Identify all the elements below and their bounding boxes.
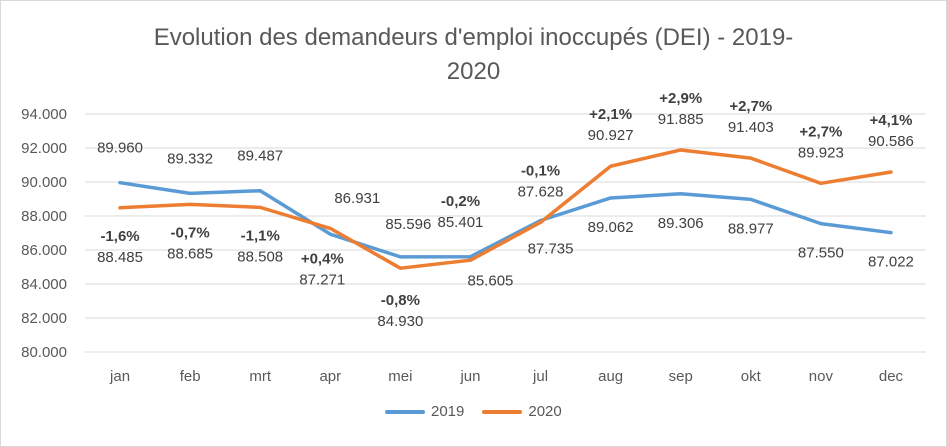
data-label-2019: 87.735 (528, 241, 574, 258)
data-label-2019: 85.596 (385, 216, 431, 233)
y-tick-label: 82.000 (21, 310, 67, 327)
data-label-2020: 91.885 (658, 111, 704, 128)
data-point-2020 (468, 258, 472, 262)
data-point-2019 (398, 255, 402, 259)
data-point-2020 (398, 266, 402, 270)
data-label-2019: 89.306 (658, 215, 704, 232)
data-point-2019 (889, 231, 893, 235)
data-point-2020 (749, 156, 753, 160)
legend: 2019 2020 (385, 403, 580, 420)
x-tick-label: dec (879, 368, 904, 385)
data-point-2020 (539, 220, 543, 224)
chart-title-line-1: Evolution des demandeurs d'emploi inoccu… (153, 24, 794, 51)
data-label-2019: 85.605 (468, 273, 514, 290)
legend-item-2019: 2019 (385, 403, 464, 420)
data-point-2019 (468, 255, 472, 259)
x-tick-label: jun (459, 368, 480, 385)
y-tick-label: 90.000 (21, 174, 67, 191)
data-label-2020: 85.401 (438, 214, 484, 231)
change-label-2020: -1,6% (100, 228, 139, 245)
data-label-2019: 87.022 (868, 254, 914, 271)
data-label-2020: 84.930 (377, 313, 423, 330)
x-tick-label: jan (109, 368, 130, 385)
y-tick-label: 80.000 (21, 344, 67, 361)
y-tick-label: 94.000 (21, 106, 67, 123)
x-tick-label: aug (598, 368, 623, 385)
data-point-2020 (889, 170, 893, 174)
legend-item-2020: 2020 (482, 403, 562, 420)
legend-swatch-2019 (385, 409, 425, 414)
change-label-2020: -0,1% (521, 162, 560, 179)
data-label-2020: 91.403 (728, 119, 774, 136)
data-label-2020: 88.485 (97, 249, 143, 266)
x-tick-label: sep (669, 368, 693, 385)
x-tick-label: okt (741, 368, 762, 385)
chart-title: Evolution des demandeurs d'emploi inoccu… (1, 21, 946, 89)
x-tick-label: nov (809, 368, 834, 385)
data-point-2020 (609, 164, 613, 168)
y-tick-label: 92.000 (21, 140, 67, 157)
data-point-2019 (328, 232, 332, 236)
data-label-2019: 89.332 (167, 150, 213, 167)
chart-title-line-2: 2020 (446, 58, 501, 85)
data-label-2020: 89.923 (798, 144, 844, 161)
x-tick-label: mrt (249, 368, 271, 385)
data-label-2020: 87.271 (299, 271, 345, 288)
data-point-2019 (188, 191, 192, 195)
change-label-2020: +2,7% (729, 98, 772, 115)
x-tick-label: mei (388, 368, 412, 385)
change-label-2020: -0,2% (441, 193, 480, 210)
data-label-2020: 90.586 (868, 133, 914, 150)
data-point-2020 (819, 181, 823, 185)
change-label-2020: -0,8% (381, 292, 420, 309)
data-label-2019: 88.977 (728, 220, 774, 237)
data-point-2019 (749, 197, 753, 201)
data-label-2019: 86.931 (334, 190, 380, 207)
y-tick-label: 84.000 (21, 276, 67, 293)
data-label-2020: 87.628 (518, 183, 564, 200)
data-label-2019: 89.487 (237, 148, 283, 165)
change-label-2020: -1,1% (241, 227, 280, 244)
x-tick-label: feb (180, 368, 201, 385)
data-point-2020 (118, 206, 122, 210)
data-point-2020 (188, 202, 192, 206)
data-point-2019 (679, 192, 683, 196)
data-label-2019: 89.062 (588, 219, 634, 236)
x-tick-label: apr (319, 368, 341, 385)
change-label-2020: +4,1% (869, 112, 912, 129)
change-label-2020: +2,1% (589, 106, 632, 123)
change-label-2020: +2,9% (659, 90, 702, 107)
data-point-2019 (118, 181, 122, 185)
legend-label-2019: 2019 (431, 403, 465, 420)
data-point-2019 (258, 189, 262, 193)
data-point-2020 (679, 148, 683, 152)
data-label-2020: 88.508 (237, 248, 283, 265)
legend-swatch-2020 (482, 409, 523, 414)
series-line-2020 (118, 148, 893, 270)
y-tick-label: 88.000 (21, 208, 67, 225)
data-label-2019: 89.960 (97, 140, 143, 157)
y-tick-label: 86.000 (21, 242, 67, 259)
data-label-2020: 90.927 (588, 127, 634, 144)
x-tick-label: jul (532, 368, 548, 385)
change-label-2020: -0,7% (171, 224, 210, 241)
data-point-2020 (258, 205, 262, 209)
change-label-2020: +2,7% (799, 123, 842, 140)
data-point-2019 (819, 222, 823, 226)
data-label-2019: 87.550 (798, 245, 844, 262)
data-label-2020: 88.685 (167, 245, 213, 262)
data-point-2019 (609, 196, 613, 200)
data-point-2020 (328, 226, 332, 230)
legend-label-2020: 2020 (528, 403, 562, 420)
series-line-2019 (118, 180, 893, 259)
change-label-2020: +0,4% (301, 250, 344, 267)
